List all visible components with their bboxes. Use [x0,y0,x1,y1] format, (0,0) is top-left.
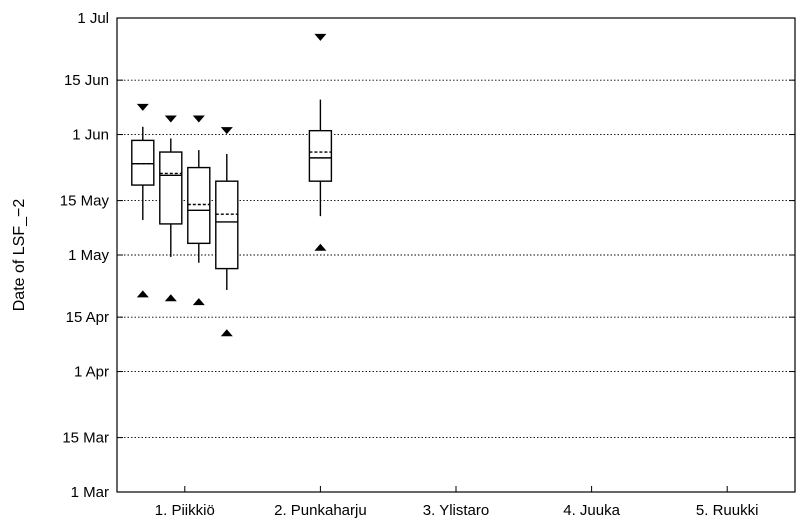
y-tick-label: 15 Jun [64,72,109,89]
min-marker [314,243,327,251]
max-marker [164,115,177,123]
max-marker [136,103,149,111]
y-tick-label: 15 Mar [62,430,109,447]
y-axis-label: Date of LSF_−2 [11,199,28,312]
min-marker [136,290,149,298]
box-iqr [215,180,239,270]
x-label-layer: 1. Piikkiö 2. Punkaharju 3. Ylistaro 4. Juu… [155,486,759,519]
box-iqr [131,139,155,186]
x-tick-label: 3. Ylistaro [423,502,489,519]
x-tick-label: 1. Piikkiö [155,502,215,519]
min-marker [164,294,177,302]
min-marker [220,329,233,337]
y-tick-label: 15 May [60,193,110,210]
x-tick-label: 5. Ruukki [696,502,759,519]
y-tick-label: 15 Apr [66,309,109,326]
y-tick-label: 1 Apr [74,364,109,381]
box-iqr [187,166,211,245]
x-tick-label: 4. Juuka [563,502,620,519]
max-marker [192,115,205,123]
max-marker [220,127,233,135]
plot-frame [116,17,796,493]
max-marker [314,33,327,41]
box-iqr [159,151,183,225]
min-marker [192,298,205,306]
box-layer [131,33,333,337]
y-tick-label: 1 Jul [77,10,109,27]
y-tick-label: 1 Mar [71,484,109,501]
box-iqr [308,129,333,182]
y-tick-label: 1 Jun [72,127,109,144]
y-tick-layer: 1 Mar 15 Mar 1 Apr 15 Apr 1 May 15 May 1 Jun 15… [60,10,795,501]
x-tick-label: 2. Punkaharju [274,502,367,519]
y-tick-label: 1 May [68,247,109,264]
